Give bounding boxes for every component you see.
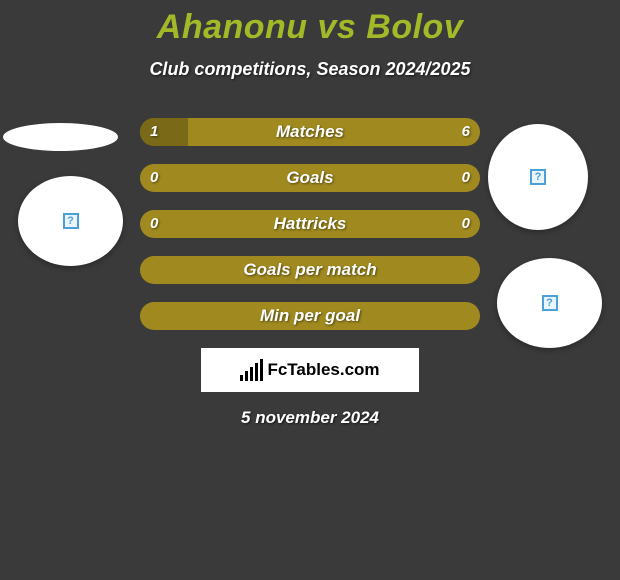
stat-label: Hattricks <box>140 210 480 238</box>
branding-bars-icon <box>240 359 263 381</box>
decor-ellipse <box>3 123 118 151</box>
stat-right-value: 6 <box>462 118 470 146</box>
stat-right-value: 0 <box>462 210 470 238</box>
placeholder-icon: ? <box>542 295 558 311</box>
stat-label: Matches <box>140 118 480 146</box>
stat-label: Goals per match <box>140 256 480 284</box>
stat-right-value: 0 <box>462 164 470 192</box>
placeholder-icon: ? <box>63 213 79 229</box>
stat-row-matches: 1 Matches 6 <box>140 118 480 146</box>
stat-label: Goals <box>140 164 480 192</box>
player-avatar-left: ? <box>18 176 123 266</box>
stat-row-hattricks: 0 Hattricks 0 <box>140 210 480 238</box>
player-avatar-right-top: ? <box>488 124 588 230</box>
comparison-title: Ahanonu vs Bolov <box>0 0 620 47</box>
comparison-subtitle: Club competitions, Season 2024/2025 <box>0 59 620 80</box>
stats-container: 1 Matches 6 0 Goals 0 0 Hattricks 0 Goal… <box>140 118 480 330</box>
player-avatar-right-bottom: ? <box>497 258 602 348</box>
branding-box: FcTables.com <box>201 348 419 392</box>
stat-row-min-per-goal: Min per goal <box>140 302 480 330</box>
placeholder-icon: ? <box>530 169 546 185</box>
branding-text: FcTables.com <box>267 360 379 380</box>
comparison-date: 5 november 2024 <box>0 408 620 428</box>
stat-label: Min per goal <box>140 302 480 330</box>
stat-row-goals: 0 Goals 0 <box>140 164 480 192</box>
stat-row-goals-per-match: Goals per match <box>140 256 480 284</box>
